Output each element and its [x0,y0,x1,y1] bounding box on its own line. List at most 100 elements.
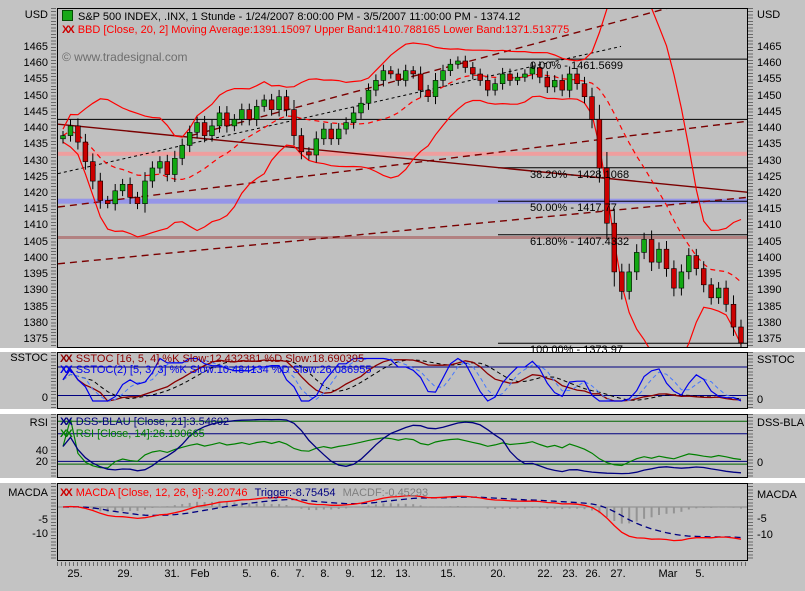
price-tick-label: 1400 [757,252,782,264]
dss-icon: XX [60,416,73,428]
macd-panel[interactable] [57,483,748,561]
time-tick-label: 29. [117,568,133,580]
dss-rsi-panel[interactable] [57,414,748,478]
price-tick-label: 1415 [757,203,782,215]
time-tick-label: 22. [537,568,553,580]
time-tick-label: 23. [562,568,578,580]
price-tick-label: 1455 [757,73,782,85]
macd-label: MACDA [Close, 12, 26, 9]:-9.20746 [75,487,248,499]
price-tick-label: 1405 [23,236,48,248]
main-price-panel[interactable] [57,8,748,348]
sstoc-left-label: SSTOC [10,352,48,364]
price-tick-label: 1430 [757,155,782,167]
time-tick-label: 8. [320,568,330,580]
price-tick-label: 1425 [23,171,48,183]
time-tick-label: 12. [370,568,386,580]
price-tick-label: 1420 [757,187,782,199]
dss-canvas[interactable] [58,415,747,477]
price-tick-label: 1395 [757,268,782,280]
oscillator-tick-label: -5 [38,514,48,526]
panel-separator [0,409,805,414]
bbd-indicator-label: BBD [Close, 20, 2] Moving Average:1391.1… [77,24,570,36]
fib-level-label: 61.80% - 1407.4332 [530,236,630,248]
price-tick-label: 1380 [23,317,48,329]
time-tick-label: 9. [345,568,355,580]
macd-row[interactable]: XX MACDA [Close, 12, 26, 9]:-9.20746 Trig… [60,487,428,499]
price-tick-label: 1445 [23,106,48,118]
oscillator-tick-label: 0 [757,394,764,406]
right-axis-unit: USD [757,9,781,21]
price-tick-label: 1425 [757,171,782,183]
bbd-indicator-row[interactable]: XX BBD [Close, 20, 2] Moving Average:1391… [62,24,569,36]
price-tick-label: 1435 [23,138,48,150]
fib-level-label: 100.00% - 1373.97 [530,344,623,356]
dss-right-label: DSS-BLAU [757,417,805,429]
price-tick-label: 1390 [757,284,782,296]
macd-canvas[interactable] [58,484,747,560]
price-tick-label: 1410 [23,219,48,231]
sstoc2-label: SSTOC(2) [5, 3, 3] %K Slow:10.484134 %D … [75,364,372,376]
price-tick-label: 1420 [23,187,48,199]
price-tick-label: 1390 [23,284,48,296]
fib-level-label: 38.20% - 1428.1068 [530,169,630,181]
series-title-row[interactable]: S&P 500 INDEX, .INX, 1 Stunde - 1/24/200… [62,10,520,23]
sstoc2-icon: XX [60,364,73,376]
time-tick-label: 20. [490,568,506,580]
sstoc1-label: SSTOC [16, 5, 4] %K Slow:12.432381 %D Sl… [75,353,365,365]
price-tick-label: 1380 [757,317,782,329]
rsi-label: RSI [Close, 14]:26.190665 [75,428,205,440]
price-tick-label: 1430 [23,155,48,167]
price-tick-label: 1410 [757,219,782,231]
main-chart-canvas[interactable] [58,9,747,347]
macd-right-label: MACDA [757,489,797,501]
macd-left-label: MACDA [8,487,48,499]
price-tick-label: 1450 [23,90,48,102]
time-tick-label: 26. [585,568,601,580]
time-tick-label: Mar [658,568,678,580]
price-tick-label: 1445 [757,106,782,118]
time-tick-label: 6. [270,568,280,580]
sstoc-canvas[interactable] [58,353,747,408]
oscillator-tick-label: 20 [35,456,48,468]
time-tick-label: 5. [242,568,252,580]
sstoc-right-label: SSTOC [757,354,795,366]
rsi-left-label: RSI [29,417,48,429]
sstoc-panel[interactable] [57,352,748,409]
time-tick-label: Feb [190,568,210,580]
sstoc2-row[interactable]: XX SSTOC(2) [5, 3, 3] %K Slow:10.484134 %… [60,364,371,376]
left-axis-unit: USD [24,9,48,21]
left-price-ticks [51,8,56,348]
fib-level-label: 50.00% - 1417.77 [530,202,617,214]
price-tick-label: 1415 [23,203,48,215]
oscillator-tick-label: -5 [757,513,767,525]
price-tick-label: 1405 [757,236,782,248]
price-tick-label: 1385 [23,301,48,313]
fib-level-label: 0.00% - 1461.5699 [530,60,623,72]
bbd-indicator-icon: XX [62,24,75,36]
oscillator-tick-label: 0 [757,457,764,469]
macd-trigger-label: Trigger:-8.75454 [254,487,336,499]
price-tick-label: 1385 [757,301,782,313]
left-macd-ticks [51,483,56,561]
time-axis-ticks [57,562,748,566]
sstoc1-row[interactable]: XX SSTOC [16, 5, 4] %K Slow:12.432381 %D … [60,353,364,365]
price-tick-label: 1460 [757,57,782,69]
time-tick-label: 25. [67,568,83,580]
rsi-row[interactable]: XX RSI [Close, 14]:26.190665 [60,428,205,440]
price-tick-label: 1450 [757,90,782,102]
left-dss-ticks [51,414,56,478]
oscillator-tick-label: -10 [32,528,48,540]
price-tick-label: 1465 [23,41,48,53]
tradesignal-watermark: © www.tradesignal.com [62,50,188,64]
macdf-label: MACDF:-0.45293 [342,487,429,499]
dss-row[interactable]: XX DSS-BLAU [Close, 21]:3.54602 [60,416,229,428]
price-tick-label: 1455 [23,73,48,85]
series-title: S&P 500 INDEX, .INX, 1 Stunde - 1/24/200… [78,11,521,23]
price-tick-label: 1400 [23,252,48,264]
price-tick-label: 1440 [23,122,48,134]
time-tick-label: 5. [695,568,705,580]
right-price-ticks [748,8,753,348]
rsi-icon: XX [60,428,73,440]
oscillator-tick-label: 0 [41,392,48,404]
time-tick-label: 31. [164,568,180,580]
